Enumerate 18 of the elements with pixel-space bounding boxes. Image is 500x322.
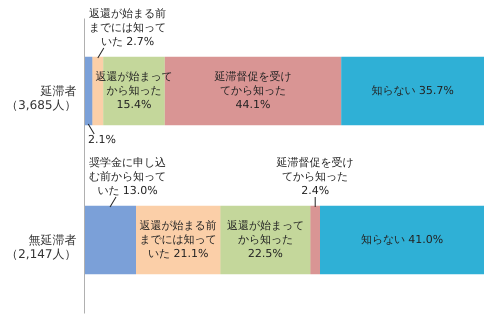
data-label: 2.1%	[88, 133, 116, 146]
data-label: 返還が始まる前までには知っていた 2.7%	[89, 7, 166, 48]
data-label: 延滞督促を受けてから知った 2.4%	[276, 156, 354, 197]
data-label: 返還が始まる前までには知っていた 21.1%	[140, 218, 217, 260]
data-label: 返還が始まってから知った 15.4%	[96, 70, 172, 112]
y-tick-label: 無延滞者（2,147人）	[6, 232, 76, 261]
data-label: 返還が始まってから知った 22.5%	[226, 218, 304, 260]
data-label: 奨学金に申し込む前から知っていた 13.0%	[89, 156, 166, 197]
bar	[220, 206, 310, 274]
bar	[320, 206, 484, 274]
bar	[84, 56, 92, 126]
y-tick-label: 延滞者（3,685人）	[6, 84, 76, 112]
data-label: 延滞督促を受けてから知った 44.1%	[214, 70, 292, 112]
data-label: 知らない 41.0%	[360, 232, 444, 246]
bar	[310, 206, 320, 274]
bar	[84, 206, 136, 274]
bar	[341, 56, 484, 126]
data-label: 知らない 35.7%	[371, 84, 454, 98]
